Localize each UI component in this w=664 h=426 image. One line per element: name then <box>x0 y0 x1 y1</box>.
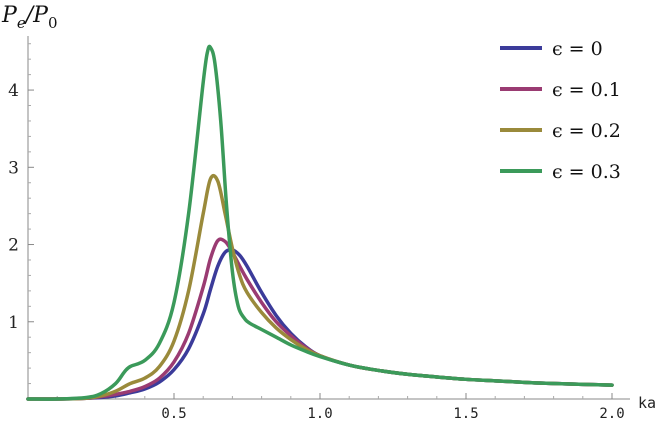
y-tick-label: 1 <box>8 313 19 333</box>
x-tick-label: 0.5 <box>161 406 186 422</box>
x-tick-label: 1.0 <box>307 406 332 422</box>
y-ticks: 1 2 3 4 <box>8 43 34 385</box>
x-tick-label: 1.5 <box>453 406 478 422</box>
legend-label-0: ϵ = 0 <box>552 38 603 60</box>
legend-label-1: ϵ = 0.1 <box>552 79 621 101</box>
y-tick-label: 3 <box>8 158 19 178</box>
y-label-slash: / <box>24 3 36 28</box>
y-axis-label: Pe/P0 <box>1 3 57 32</box>
series-line-2 <box>26 173 614 401</box>
series-line-0 <box>26 247 614 401</box>
y-label-main: P <box>1 3 18 28</box>
y-tick-label: 4 <box>8 81 19 101</box>
y-tick-label: 2 <box>8 236 19 256</box>
series-lines <box>26 44 614 401</box>
series-line-3 <box>26 44 614 401</box>
series-line-1 <box>26 237 614 401</box>
x-tick-label: 2.0 <box>599 406 624 422</box>
legend-label-3: ϵ = 0.3 <box>552 161 621 183</box>
y-label-den-sub: 0 <box>48 14 58 32</box>
legend-label-2: ϵ = 0.2 <box>552 120 621 142</box>
x-axis-label: ka <box>638 394 656 412</box>
legend: ϵ = 0 ϵ = 0.1 ϵ = 0.2 ϵ = 0.3 <box>500 38 621 183</box>
x-ticks: 0.5 1.0 1.5 2.0 <box>56 393 625 422</box>
y-label-sub: e <box>17 14 26 32</box>
y-label-den-main: P <box>32 3 49 28</box>
